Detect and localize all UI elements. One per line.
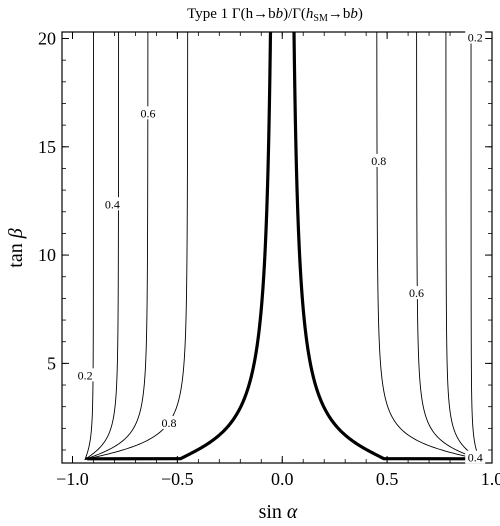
- contour-0-6-left: [84, 32, 149, 460]
- y-tick-label: 15: [38, 137, 56, 157]
- contour-lines: [84, 31, 480, 461]
- contour-label-bg: [158, 416, 179, 430]
- contour-label: 0.8: [161, 416, 176, 430]
- x-tick-label: 0.0: [271, 469, 294, 489]
- contour-label: 0.8: [371, 154, 386, 168]
- contour-label-bg: [406, 286, 427, 300]
- contour-label-bg: [368, 153, 389, 167]
- contour-0-8-left: [84, 32, 189, 460]
- y-tick-label: 10: [38, 245, 56, 265]
- contour-label-bg: [75, 368, 96, 382]
- x-tick-label: 0.5: [376, 469, 399, 489]
- contour-1-right: [292, 31, 479, 461]
- x-axis-label: sin α: [259, 501, 298, 523]
- y-tick-label: 20: [38, 28, 56, 48]
- contour-0-2-right: [470, 32, 480, 460]
- x-tick-label: 1.0: [481, 469, 500, 489]
- contour-label: 0.6: [141, 106, 156, 120]
- contour-labels: 0.2 0.4 0.6 0.8 0.2 0.8 0.6 0.4: [75, 30, 486, 465]
- contour-label-bg: [465, 450, 486, 464]
- y-axis-label: tan β: [5, 228, 27, 267]
- contour-0-4-left: [84, 32, 120, 460]
- contour-1-left: [85, 31, 273, 461]
- axis-ticks: −1.0 −0.5 0.0 0.5 1.0 5 10 15 20: [38, 28, 500, 489]
- contour-label: 0.6: [409, 286, 424, 300]
- x-tick-label: −1.0: [56, 469, 89, 489]
- contour-label: 0.2: [468, 30, 483, 44]
- contour-0-2-left: [84, 32, 94, 460]
- contour-0-6-right: [416, 32, 480, 460]
- plot-frame: [61, 31, 493, 464]
- contour-0-4-right: [445, 32, 480, 460]
- contour-label-bg: [102, 197, 123, 211]
- contour-label-bg: [138, 106, 158, 120]
- y-tick-label: 5: [47, 353, 56, 373]
- chart-title: Type 1 Γ(h→bb)/Γ(hSM→bb): [187, 6, 363, 24]
- contour-label: 0.4: [105, 197, 120, 211]
- x-tick-label: −0.5: [161, 469, 194, 489]
- contour-0-8-right: [376, 32, 480, 460]
- contour-label-bg: [465, 30, 486, 44]
- contour-label: 0.4: [468, 451, 483, 465]
- contour-label: 0.2: [78, 368, 93, 382]
